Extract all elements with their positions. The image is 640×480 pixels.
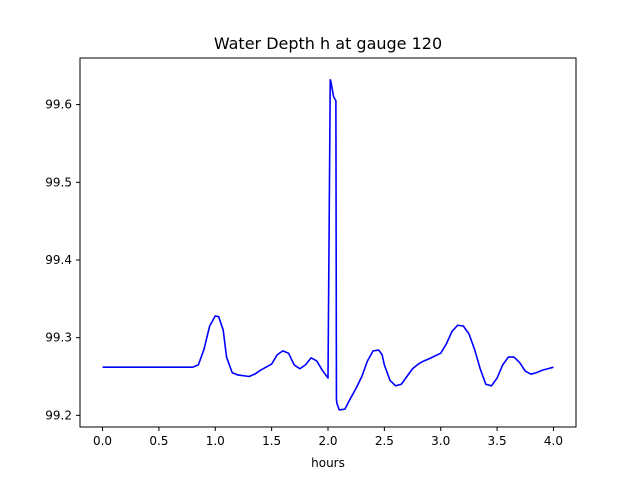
x-tick-label: 0.0 — [93, 434, 112, 448]
x-axis-label: hours — [311, 456, 345, 470]
x-tick-label: 0.5 — [149, 434, 168, 448]
x-tick-label: 3.5 — [488, 434, 507, 448]
y-tick-label: 99.6 — [45, 98, 72, 112]
x-tick-label: 2.0 — [318, 434, 337, 448]
y-tick-label: 99.4 — [45, 253, 72, 267]
y-axis-ticks: 99.2 99.3 99.4 99.5 99.6 — [45, 98, 80, 422]
plot-area — [79, 57, 577, 428]
x-tick-label: 3.0 — [431, 434, 450, 448]
chart-title: Water Depth h at gauge 120 — [214, 34, 442, 53]
y-tick-label: 99.3 — [45, 331, 72, 345]
x-tick-label: 4.0 — [544, 434, 563, 448]
x-tick-label: 1.0 — [206, 434, 225, 448]
x-axis-ticks: 0.0 0.5 1.0 1.5 2.0 2.5 3.0 3.5 4.0 — [93, 427, 563, 448]
y-tick-label: 99.5 — [45, 175, 72, 189]
x-tick-label: 2.5 — [375, 434, 394, 448]
series-line-0 — [102, 78, 554, 411]
x-tick-label: 1.5 — [262, 434, 281, 448]
y-tick-label: 99.2 — [45, 408, 72, 422]
